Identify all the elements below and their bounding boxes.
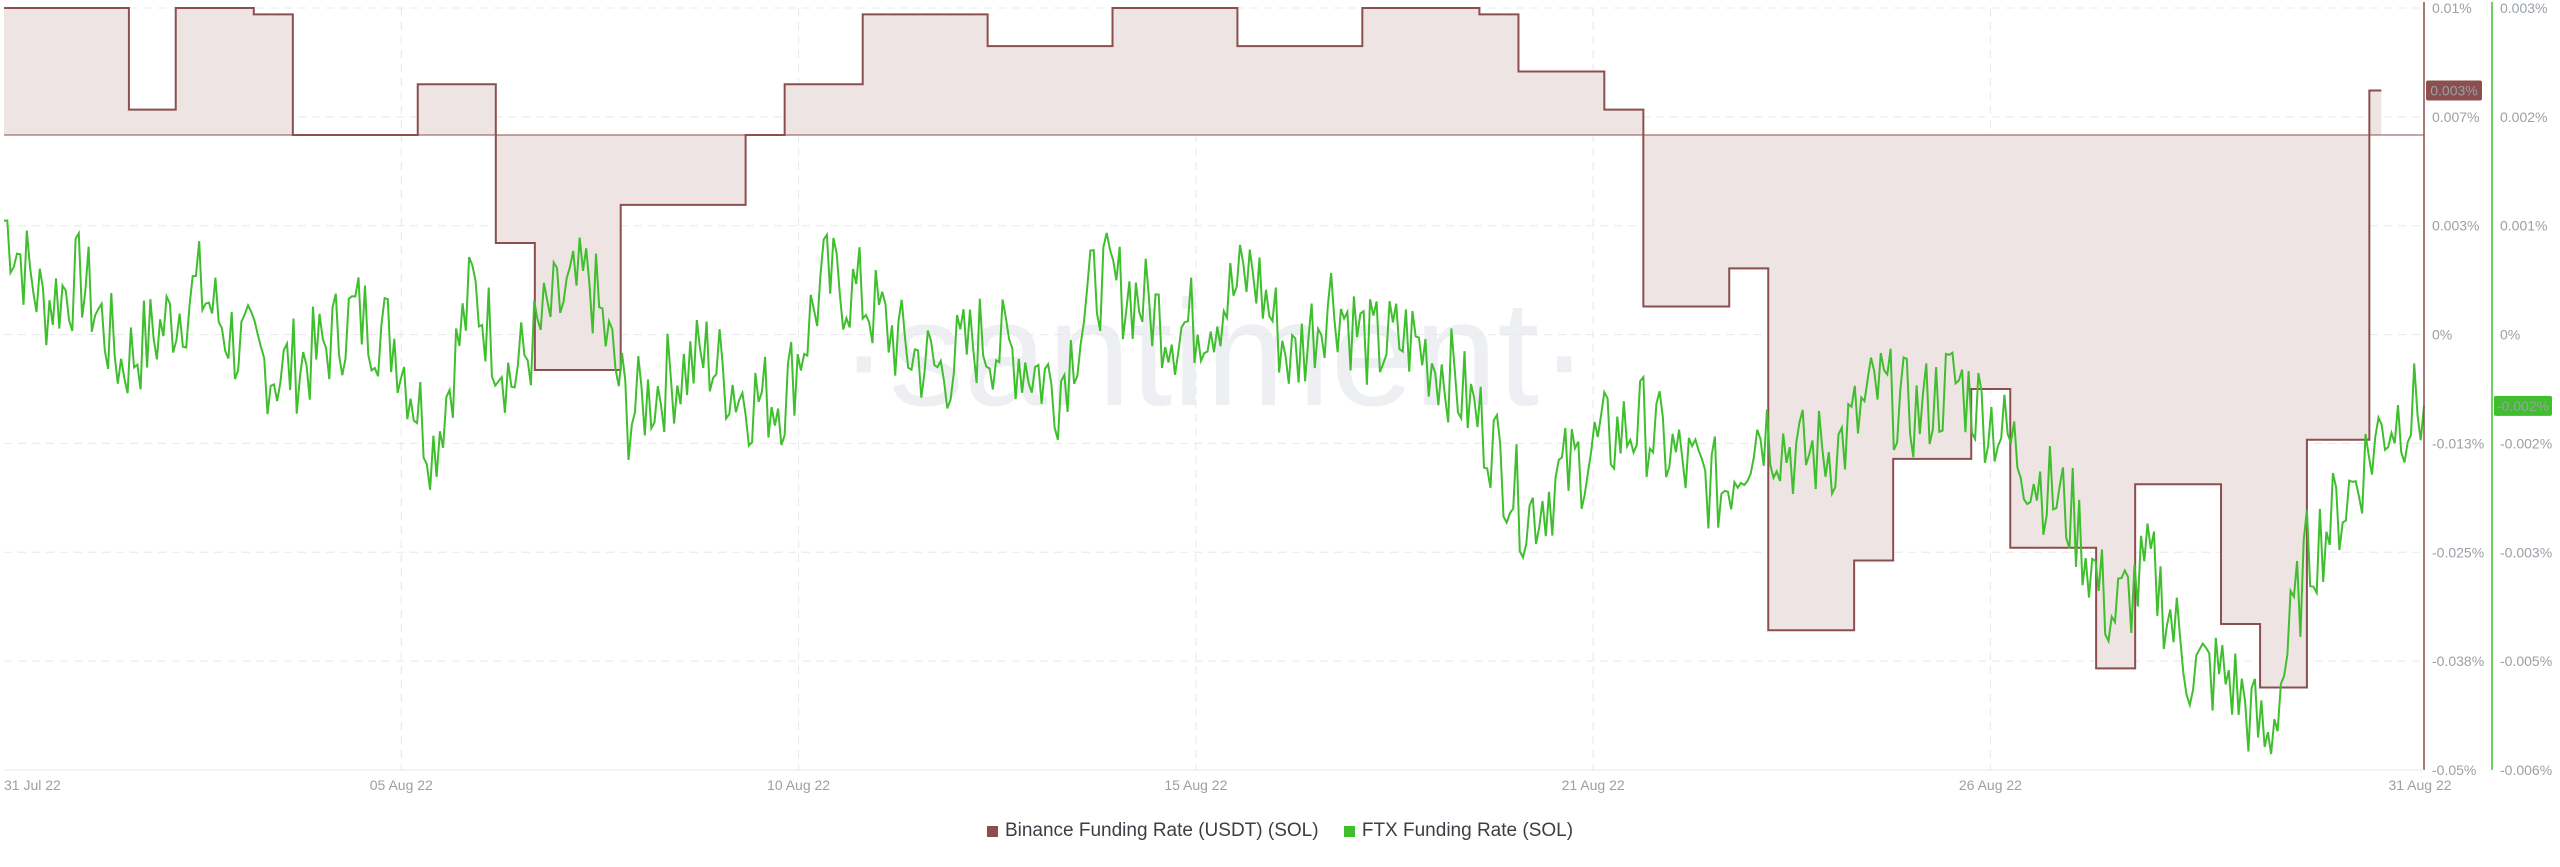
- ftx-line: [3, 219, 2425, 755]
- legend-label-binance: Binance Funding Rate (USDT) (SOL): [1004, 820, 1319, 841]
- binance-line: [4, 7, 2382, 689]
- x-tick-label: 31 Aug 22: [2388, 777, 2451, 793]
- y-right-tick-label: 0.002%: [2500, 109, 2547, 125]
- y-left-tick-label: -0.038%: [2432, 653, 2484, 669]
- y-right-tick-label: 0%: [2500, 327, 2520, 343]
- x-tick-label: 31 Jul 22: [4, 777, 61, 793]
- legend-item-ftx[interactable]: FTX Funding Rate (SOL): [1343, 820, 1574, 842]
- y-right-tick-label: 0.001%: [2500, 218, 2547, 234]
- x-tick-label: 05 Aug 22: [370, 777, 433, 793]
- binance-area: [4, 8, 2382, 688]
- legend-item-binance[interactable]: Binance Funding Rate (USDT) (SOL): [986, 820, 1319, 842]
- y-right-tick-label: 0.003%: [2500, 0, 2547, 16]
- x-tick-label: 26 Aug 22: [1959, 777, 2022, 793]
- y-left-tick-label: 0%: [2432, 327, 2452, 343]
- y-left-tick-label: 0.007%: [2432, 109, 2479, 125]
- binance-value-badge: [2426, 80, 2482, 101]
- legend-label-ftx: FTX Funding Rate (SOL): [1361, 820, 1574, 841]
- legend-swatch-binance: [986, 825, 998, 837]
- ftx-value-label: -0.002%: [2497, 398, 2549, 414]
- x-tick-label: 21 Aug 22: [1562, 777, 1625, 793]
- y-right-tick-label: -0.003%: [2500, 544, 2552, 560]
- legend-swatch-ftx: [1343, 825, 1355, 837]
- binance-value-label: 0.003%: [2430, 83, 2477, 99]
- y-left-tick-label: -0.013%: [2432, 435, 2484, 451]
- y-left-tick-label: -0.025%: [2432, 544, 2484, 560]
- y-right-tick-label: -0.002%: [2500, 435, 2552, 451]
- ftx-value-badge: [2494, 395, 2552, 416]
- y-left-tick-label: 0.01%: [2432, 0, 2472, 16]
- y-right-tick-label: -0.005%: [2500, 653, 2552, 669]
- y-right-tick-label: -0.006%: [2500, 762, 2552, 778]
- x-tick-label: 15 Aug 22: [1164, 777, 1227, 793]
- x-tick-label: 10 Aug 22: [767, 777, 830, 793]
- y-left-tick-label: -0.05%: [2432, 762, 2476, 778]
- y-left-tick-label: 0.003%: [2432, 218, 2479, 234]
- legend: Binance Funding Rate (USDT) (SOL) FTX Fu…: [0, 820, 2560, 843]
